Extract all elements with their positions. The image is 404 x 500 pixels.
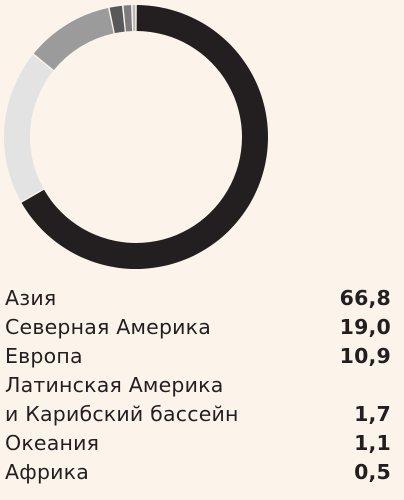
legend-value-oceania: 1,1 bbox=[354, 431, 391, 455]
legend-value-asia: 66,8 bbox=[339, 286, 391, 310]
legend-label-europe: Европа bbox=[5, 344, 83, 368]
donut-chart bbox=[4, 5, 269, 269]
legend-label-asia: Азия bbox=[5, 286, 57, 310]
legend-row-latin-america: Латинская Америка и Карибский бассейн 1,… bbox=[5, 371, 391, 429]
legend-label-north-america: Северная Америка bbox=[5, 315, 212, 339]
legend-value-europe: 10,9 bbox=[339, 344, 391, 368]
legend-label-africa: Африка bbox=[5, 460, 90, 484]
slice-oceania bbox=[123, 5, 133, 32]
legend-value-latin-america: 1,7 bbox=[354, 402, 391, 426]
legend-row-oceania: Океания 1,1 bbox=[5, 429, 391, 458]
legend: Азия 66,8 Северная Америка 19,0 Европа 1… bbox=[5, 284, 391, 487]
slice-latin-america bbox=[109, 5, 125, 34]
slice-africa bbox=[132, 5, 136, 32]
legend-row-africa: Африка 0,5 bbox=[5, 458, 391, 487]
legend-label-oceania: Океания bbox=[5, 431, 100, 455]
legend-label-latin-america: Латинская Америка и Карибский бассейн bbox=[5, 373, 239, 426]
legend-value-north-america: 19,0 bbox=[339, 315, 391, 339]
legend-value-africa: 0,5 bbox=[354, 460, 391, 484]
legend-row-europe: Европа 10,9 bbox=[5, 342, 391, 371]
legend-row-asia: Азия 66,8 bbox=[5, 284, 391, 313]
legend-row-north-america: Северная Америка 19,0 bbox=[5, 313, 391, 342]
slice-north-america bbox=[4, 54, 54, 202]
slice-europe bbox=[33, 7, 114, 70]
